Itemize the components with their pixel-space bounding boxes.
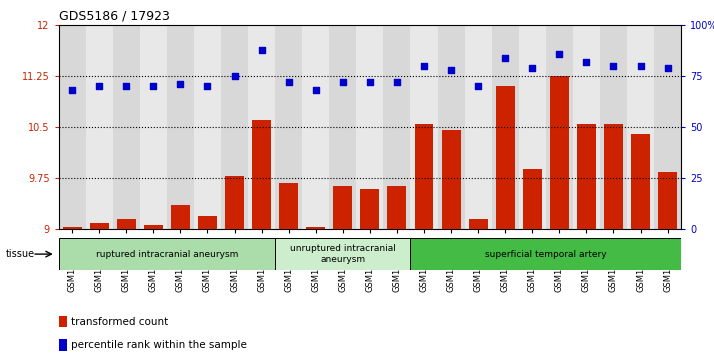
Bar [604,124,623,229]
Point [500,55,511,61]
Bar [59,339,67,351]
Bar [627,25,654,229]
Bar [279,183,298,229]
Bar [465,25,492,229]
Point [418,63,430,69]
Point [283,79,294,85]
Bar [492,25,519,229]
Bar [438,25,465,229]
Bar [167,25,194,229]
Point [364,79,376,85]
Bar [600,25,627,229]
Bar [171,205,190,229]
Bar [415,124,433,229]
Point [310,87,321,93]
FancyBboxPatch shape [411,238,681,270]
Bar [411,25,438,229]
Bar [654,25,681,229]
Bar [523,169,542,229]
Bar [144,225,163,229]
Bar [545,25,573,229]
Text: unruptured intracranial
aneurysm: unruptured intracranial aneurysm [290,244,396,264]
FancyBboxPatch shape [275,238,411,270]
Text: tissue: tissue [6,249,35,259]
Point [526,65,538,71]
Text: transformed count: transformed count [71,317,169,327]
Text: GDS5186 / 17923: GDS5186 / 17923 [59,9,169,22]
FancyBboxPatch shape [59,238,275,270]
Bar [496,86,515,229]
Text: ruptured intracranial aneurysm: ruptured intracranial aneurysm [96,250,238,258]
Bar [275,25,302,229]
Bar [113,25,140,229]
Bar [658,172,677,229]
Point [662,65,673,71]
Text: superficial temporal artery: superficial temporal artery [485,250,607,258]
Point [175,81,186,87]
Bar [329,25,356,229]
Bar [361,189,379,229]
Bar [388,186,406,229]
Bar [63,227,81,229]
Bar [198,216,217,229]
Point [121,83,132,89]
Point [635,63,646,69]
Bar [550,76,569,229]
Bar [383,25,411,229]
Point [66,87,78,93]
Bar [468,219,488,229]
Bar [117,219,136,229]
Bar [573,25,600,229]
Point [473,83,484,89]
Bar [577,124,596,229]
Text: percentile rank within the sample: percentile rank within the sample [71,340,247,350]
Point [94,83,105,89]
Point [608,63,619,69]
Point [202,83,213,89]
Point [337,79,348,85]
Bar [631,134,650,229]
Point [580,59,592,65]
Point [148,83,159,89]
Bar [59,25,86,229]
Bar [441,130,461,229]
Bar [356,25,383,229]
Point [256,47,267,53]
Bar [90,223,109,229]
Bar [519,25,545,229]
Bar [59,315,67,327]
Point [553,51,565,57]
Point [391,79,403,85]
Bar [225,176,244,229]
Point [228,73,240,79]
Bar [252,120,271,229]
Bar [140,25,167,229]
Bar [221,25,248,229]
Bar [302,25,329,229]
Bar [306,227,325,229]
Bar [248,25,275,229]
Bar [86,25,113,229]
Bar [333,186,352,229]
Bar [194,25,221,229]
Point [446,67,457,73]
